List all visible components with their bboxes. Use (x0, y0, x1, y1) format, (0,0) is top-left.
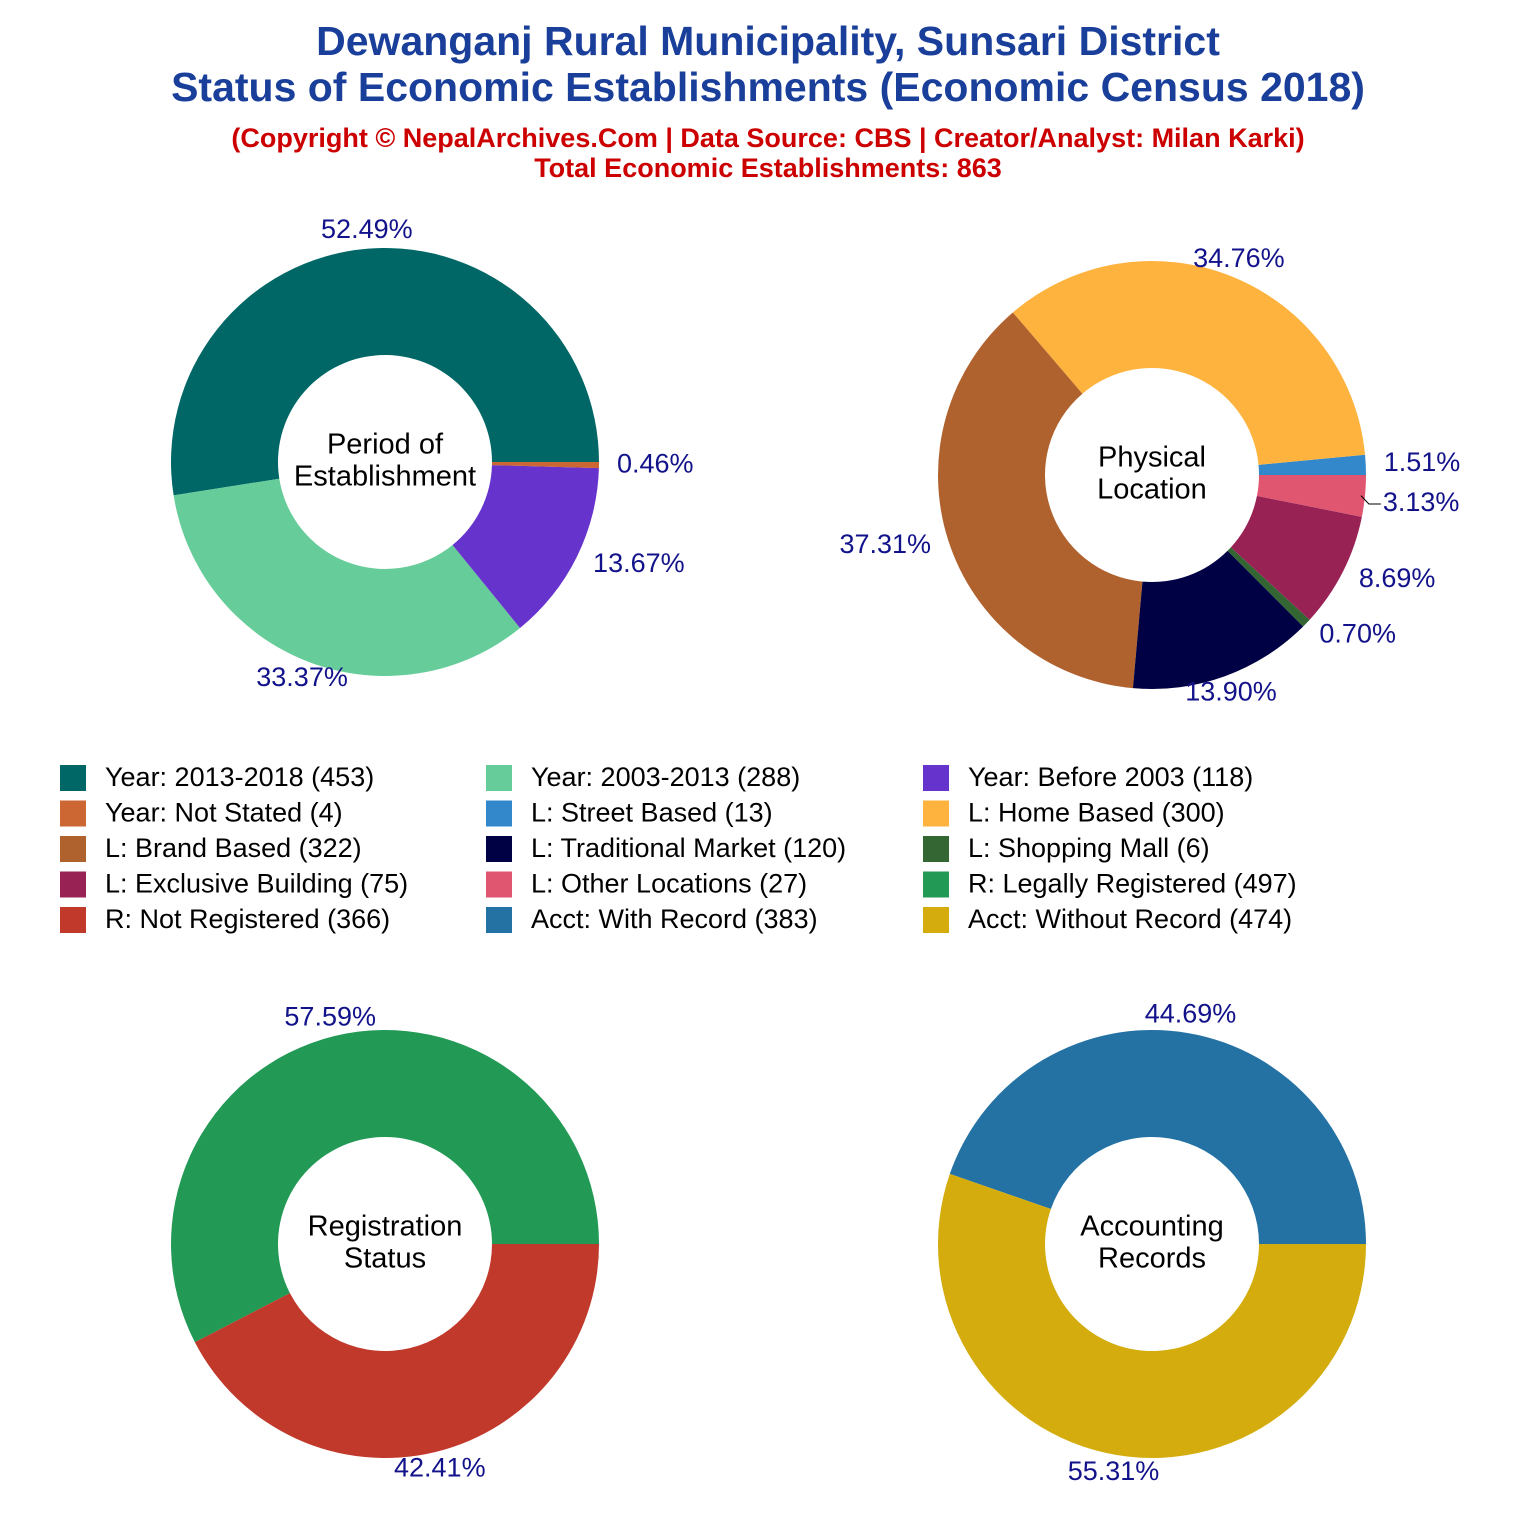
slice (194, 1244, 599, 1458)
title: Dewanganj Rural Municipality, Sunsari Di… (316, 18, 1220, 64)
value-label: 37.31% (839, 529, 931, 559)
center-label: Accounting (1080, 1211, 1224, 1243)
legend-label: Acct: With Record (383) (531, 904, 818, 934)
legend-label: Year: 2003-2013 (288) (531, 762, 800, 792)
legend-label: R: Legally Registered (497) (968, 869, 1297, 899)
legend-swatch (486, 765, 512, 791)
value-label: 0.70% (1319, 619, 1396, 649)
legend-swatch (486, 907, 512, 933)
center-label: Establishment (294, 461, 476, 493)
legend-label: L: Exclusive Building (75) (105, 869, 408, 899)
legend-label: L: Traditional Market (120) (531, 833, 846, 863)
value-label: 13.90% (1185, 676, 1277, 706)
slice (171, 1030, 599, 1343)
legend-swatch (923, 871, 949, 898)
legend-label: L: Brand Based (322) (105, 833, 362, 863)
legend-label: L: Home Based (300) (968, 798, 1225, 828)
legend-swatch (923, 907, 949, 933)
legend-label: R: Not Registered (366) (105, 904, 390, 934)
slice (949, 1030, 1366, 1244)
slice (1012, 260, 1366, 465)
subtitle: (Copyright © NepalArchives.Com | Data So… (231, 123, 1304, 153)
value-label: 3.13% (1383, 487, 1460, 517)
value-label: 8.69% (1359, 563, 1436, 593)
center-label: Status (344, 1243, 426, 1275)
legend-label: Year: 2013-2018 (453) (105, 762, 374, 792)
legend-label: Year: Not Stated (4) (105, 798, 343, 828)
slice (938, 1173, 1366, 1458)
title: Status of Economic Establishments (Econo… (171, 64, 1365, 110)
center-label: Location (1097, 474, 1207, 506)
legend-swatch (60, 871, 86, 898)
value-label: 42.41% (394, 1453, 486, 1483)
legend-swatch (60, 836, 86, 862)
legend-label: L: Shopping Mall (6) (968, 833, 1210, 863)
legend-swatch (923, 800, 949, 827)
slice (1227, 547, 1310, 627)
center-label: Registration (308, 1211, 463, 1243)
value-label: 0.46% (617, 448, 694, 478)
legend-swatch (60, 765, 86, 791)
legend-swatch (923, 836, 949, 862)
legend-label: L: Street Based (13) (531, 798, 773, 828)
slice (1132, 550, 1304, 689)
slice (1230, 495, 1362, 620)
legend-swatch (486, 871, 512, 898)
slice (491, 462, 599, 469)
center-label: Physical (1098, 442, 1206, 474)
leader-line (1360, 495, 1381, 505)
value-label: 57.59% (284, 1002, 376, 1032)
value-label: 44.69% (1145, 998, 1237, 1028)
value-label: 1.51% (1384, 447, 1461, 477)
slice (938, 312, 1143, 689)
center-label: Period of (327, 429, 444, 461)
value-label: 34.76% (1193, 243, 1285, 273)
value-label: 13.67% (593, 548, 685, 578)
legend-label: Year: Before 2003 (118) (968, 762, 1253, 792)
legend-label: L: Other Locations (27) (531, 869, 807, 899)
center-label: Records (1098, 1243, 1206, 1275)
subtitle: Total Economic Establishments: 863 (534, 153, 1002, 183)
legend-swatch (923, 765, 949, 791)
legend-swatch (60, 800, 86, 827)
slice (173, 478, 521, 676)
slice (1258, 454, 1366, 475)
value-label: 52.49% (321, 214, 413, 244)
value-label: 55.31% (1068, 1456, 1160, 1486)
value-label: 33.37% (256, 662, 348, 692)
legend-swatch (486, 800, 512, 827)
slice (452, 465, 599, 629)
slice (170, 248, 599, 496)
slice (1256, 475, 1366, 517)
legend-label: Acct: Without Record (474) (968, 904, 1292, 934)
legend-swatch (60, 907, 86, 933)
legend-swatch (486, 836, 512, 862)
